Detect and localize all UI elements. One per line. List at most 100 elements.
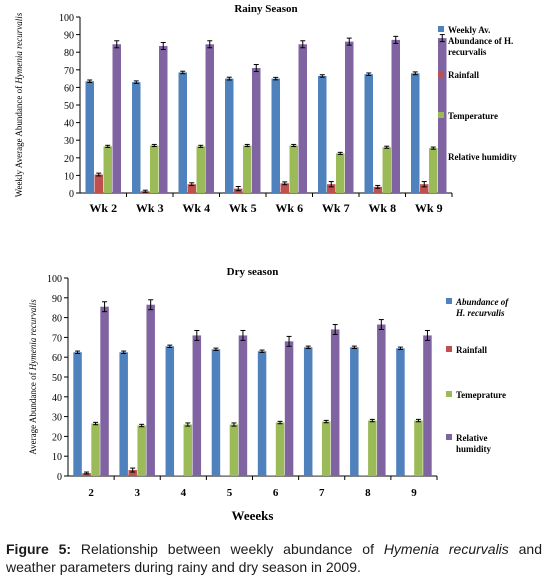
x-tick-label: 3: [134, 487, 140, 499]
x-tick-label: 9: [411, 487, 417, 499]
bar-2: [187, 184, 196, 193]
bar-2: [405, 475, 414, 476]
legend-swatch: [446, 298, 452, 304]
bar-4: [391, 39, 400, 193]
x-tick-label: Wk 2: [89, 201, 117, 215]
y-tick-label: 50: [52, 373, 62, 384]
bar-1: [411, 73, 420, 193]
y-tick-label: 50: [64, 101, 74, 112]
caption-species: Hymenia recurvalis: [383, 541, 509, 557]
bar-3: [243, 145, 252, 193]
legend-label: Relative: [456, 433, 488, 443]
y-axis-label-species: Hymenia recurvalis: [28, 299, 38, 371]
bar-1: [178, 72, 187, 193]
bar-1: [165, 346, 175, 476]
y-tick-label: 80: [64, 48, 74, 59]
y-tick-label: 40: [64, 119, 74, 130]
legend-label: Relative humidity: [448, 152, 517, 162]
y-tick-label: 20: [64, 154, 74, 165]
bar-1: [132, 82, 141, 193]
x-tick-label: Wk 5: [229, 201, 257, 215]
figure-caption: Figure 5: Relationship between weekly ab…: [6, 540, 542, 576]
bar-3: [275, 422, 285, 476]
bar-4: [377, 324, 386, 476]
bar-1: [257, 351, 267, 476]
y-tick-label: 0: [69, 189, 74, 200]
legend: Abundance ofH. recurvalis Rainfall Temepra…: [446, 297, 509, 454]
chart-1: Rainy Season Weekly Average Abundance of …: [14, 3, 517, 215]
bar-1: [73, 352, 82, 476]
bar-3: [368, 420, 377, 476]
x-tick-label: Wk 8: [368, 201, 396, 215]
x-tick-label: 5: [227, 487, 233, 499]
bar-3: [321, 421, 331, 476]
figure-charts: Rainy Season Weekly Average Abundance of …: [14, 3, 517, 523]
bar-4: [238, 335, 248, 476]
chart-title: Dry season: [227, 266, 279, 278]
bar-3: [414, 420, 423, 476]
bar-1: [211, 349, 221, 476]
bar-4: [330, 329, 340, 476]
legend-label: Weekly Av.: [448, 25, 490, 35]
bar-1: [318, 75, 327, 193]
bar-3: [183, 424, 193, 476]
caption-text-after: and weather parameters during rainy and …: [6, 541, 542, 575]
y-tick-label: 80: [52, 314, 62, 325]
legend-label: Temperature: [448, 111, 498, 121]
caption-text-before: Relationship between weekly abundance of: [71, 541, 384, 557]
legend-label: humidity: [456, 444, 492, 454]
chart-2: Dry season Average Abundance of Hymenia r…: [28, 266, 509, 523]
y-tick-label: 30: [64, 136, 74, 147]
bar-4: [284, 341, 294, 476]
bar-2: [128, 470, 137, 476]
x-axis-label: Weeeks: [232, 508, 274, 523]
bar-2: [327, 184, 336, 193]
y-tick-label: 70: [52, 333, 62, 344]
y-tick-label: 100: [47, 274, 62, 285]
bar-2: [359, 475, 368, 476]
bar-1: [364, 74, 373, 193]
legend-swatch: [438, 112, 444, 118]
bar-2: [280, 183, 289, 193]
y-axis-label-text: Weekly Average Abundance of: [14, 84, 24, 198]
bar-2: [174, 475, 184, 476]
x-tick-label: 4: [181, 487, 187, 499]
bar-3: [336, 153, 345, 193]
legend-label: Temeprature: [456, 390, 506, 400]
bar-1: [271, 78, 280, 193]
bar-2: [94, 174, 103, 193]
bar-3: [103, 146, 112, 193]
bar-2: [220, 475, 230, 476]
bar-1: [396, 348, 405, 476]
legend-swatch: [438, 71, 444, 77]
bar-4: [146, 304, 155, 476]
legend-label: Rainfall: [448, 70, 480, 80]
bar-3: [137, 425, 146, 476]
bar-1: [85, 81, 94, 193]
y-tick-label: 100: [59, 13, 74, 24]
y-tick-label: 10: [64, 171, 74, 182]
y-axis-label-species: Hymenia recurvalis: [14, 12, 24, 84]
x-tick-label: 2: [88, 487, 94, 499]
x-tick-label: Wk 4: [182, 201, 210, 215]
bar-1: [119, 352, 128, 476]
legend-label: H. recurvalis: [455, 308, 505, 318]
x-tick-label: Wk 7: [322, 201, 350, 215]
bar-3: [289, 145, 298, 193]
bar-4: [192, 335, 202, 476]
bar-4: [205, 44, 214, 193]
bar-1: [303, 347, 313, 476]
x-tick-label: 6: [273, 487, 279, 499]
x-tick-label: 7: [319, 487, 325, 499]
legend-swatch: [438, 26, 444, 32]
y-tick-label: 70: [64, 66, 74, 77]
y-axis-label: Average Abundance of Hymenia recurvalis: [28, 299, 38, 455]
y-tick-label: 40: [52, 393, 62, 404]
bar-2: [266, 475, 276, 476]
y-tick-label: 90: [64, 31, 74, 42]
y-tick-label: 90: [52, 294, 62, 305]
caption-label: Figure 5:: [6, 541, 72, 557]
bar-3: [229, 424, 239, 476]
bar-3: [196, 146, 205, 193]
x-tick-label: Wk 3: [136, 201, 164, 215]
